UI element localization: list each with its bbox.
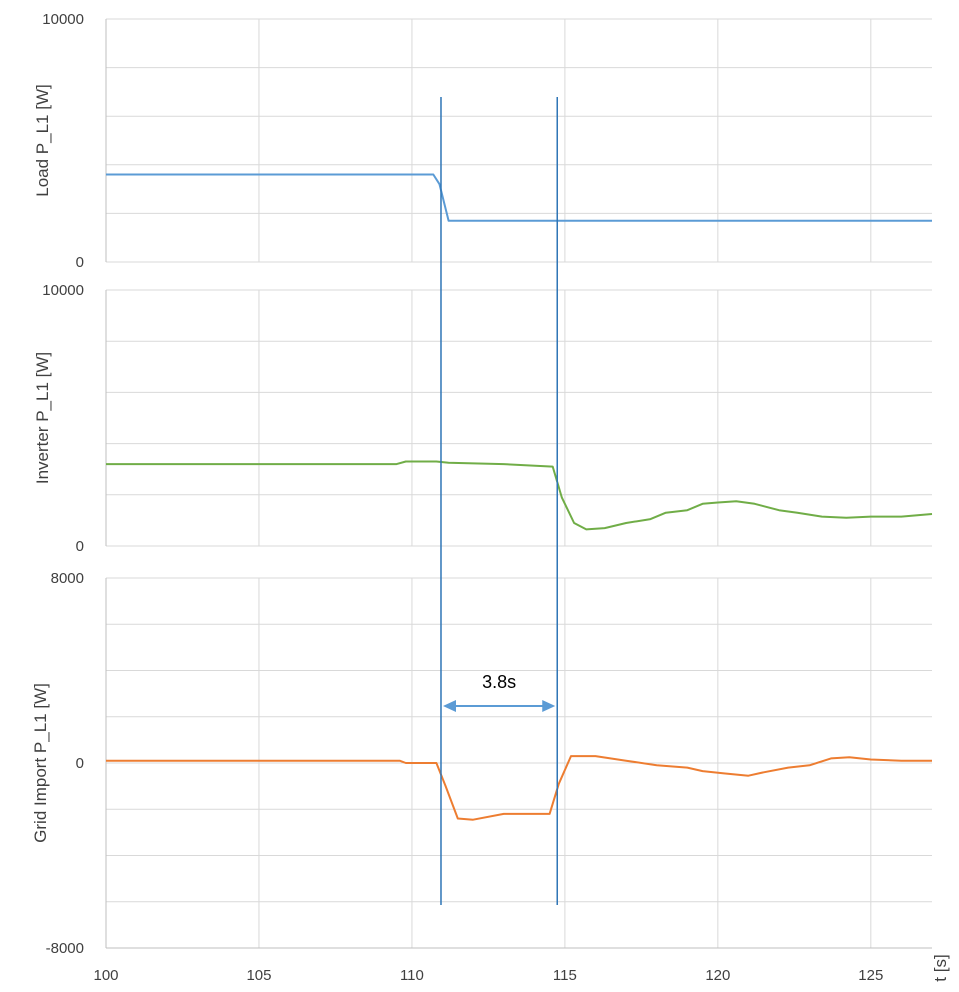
y-tick-label: 0 (76, 254, 84, 271)
series-line-3 (106, 755, 932, 821)
x-tick-label: 120 (705, 967, 730, 984)
x-axis-label: t [s] (931, 954, 950, 981)
y-axis-label: Grid Import P_L1 [W] (31, 683, 50, 843)
text-layer: 0 10000 Load P_L1 [W] 0 10000 Inverter P_L1 [… (31, 11, 950, 984)
x-tick-label: 110 (400, 967, 424, 984)
series-line-1 (106, 173, 932, 222)
y-tick-label: 10000 (42, 11, 84, 28)
y-tick-label: -8000 (46, 940, 84, 957)
y-tick-label: 8000 (51, 570, 84, 587)
y-tick-label: 10000 (42, 282, 84, 299)
x-tick-label: 125 (858, 967, 883, 984)
x-tick-label: 100 (93, 967, 118, 984)
x-tick-label: 105 (246, 967, 271, 984)
y-tick-label: 0 (76, 755, 84, 772)
arrow-head-right (542, 700, 556, 712)
grid-layer (105, 18, 932, 949)
series-layer (106, 173, 933, 821)
arrow-head-left (442, 700, 456, 712)
series-line-2 (106, 460, 933, 531)
y-axis-label: Load P_L1 [W] (33, 84, 52, 196)
y-axis-label: Inverter P_L1 [W] (33, 352, 52, 484)
duration-annotation: 3.8s (482, 672, 516, 692)
y-tick-label: 0 (76, 538, 84, 555)
marker-layer (440, 97, 558, 905)
x-tick-label: 115 (553, 967, 577, 984)
